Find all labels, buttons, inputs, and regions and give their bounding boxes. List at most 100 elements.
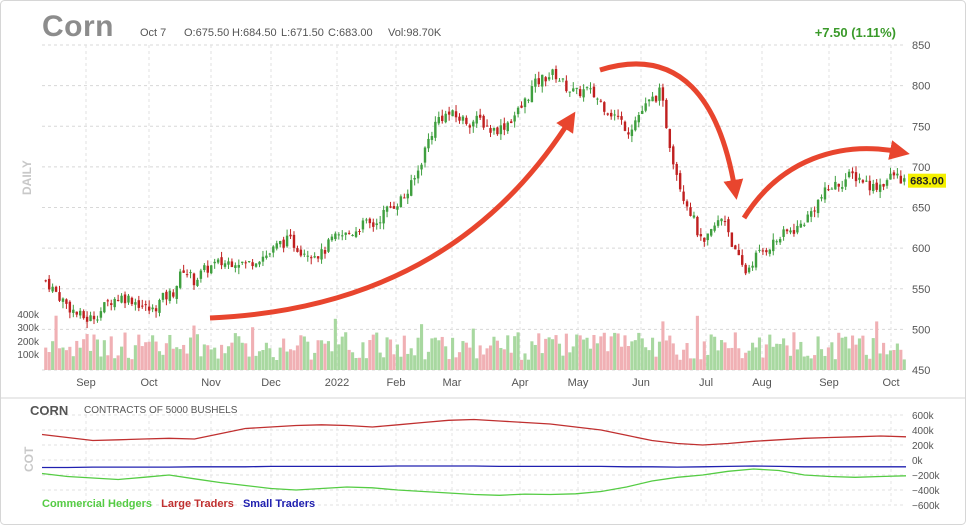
candle-body	[661, 87, 665, 101]
candle-body	[485, 125, 489, 127]
volume-tick-100k: 100k	[17, 350, 40, 361]
volume-bar	[802, 356, 806, 370]
volume-bar	[868, 358, 872, 370]
volume-bar	[144, 342, 148, 370]
volume-bar	[454, 357, 458, 370]
volume-bar	[371, 334, 375, 370]
volume-bar	[519, 359, 524, 370]
candle-body	[313, 256, 316, 258]
price-tick-850: 850	[912, 40, 930, 52]
volume-bar	[564, 333, 568, 370]
volume-bar	[254, 355, 258, 370]
candle-body	[58, 292, 61, 301]
volume-bar	[747, 350, 751, 370]
volume-bar	[402, 335, 406, 370]
candle-body	[630, 129, 634, 137]
volume-bar	[392, 354, 396, 370]
volume-bar	[430, 338, 434, 370]
volume-bar	[313, 352, 317, 370]
time-tick-1: Oct	[140, 377, 157, 389]
volume-bar	[882, 342, 886, 370]
candle-body	[834, 181, 837, 190]
cot-tick-2: 200k	[912, 441, 935, 452]
volume-bar	[785, 345, 789, 370]
volume-bar	[126, 357, 131, 370]
volume-bar	[582, 339, 586, 370]
candle-body	[720, 218, 723, 222]
volume-bar	[568, 352, 572, 370]
time-tick-0: Sep	[76, 377, 96, 389]
candle-body	[547, 77, 551, 80]
volume-bar	[875, 321, 879, 370]
candle-body	[82, 311, 85, 319]
candle-body	[196, 279, 199, 286]
candle-body	[806, 214, 809, 223]
volume-bar	[619, 346, 624, 370]
volume-bar	[361, 342, 365, 370]
candle-body	[147, 306, 151, 311]
candle-body	[703, 237, 706, 242]
price-tick-750: 750	[912, 121, 930, 133]
candle-body	[213, 261, 216, 264]
candle-body	[554, 69, 558, 80]
volume-bar	[233, 333, 237, 370]
candle-body	[889, 173, 892, 180]
volume-bar	[178, 349, 182, 370]
arrow-recovery	[741, 140, 910, 220]
candle-body	[399, 196, 403, 208]
candle-body	[423, 147, 427, 163]
volume-bar	[413, 355, 417, 370]
candle-body	[616, 115, 620, 117]
volume-bars	[44, 315, 906, 370]
volume-bar	[82, 339, 86, 370]
volume-bar	[595, 343, 599, 370]
volume-bar	[220, 344, 224, 370]
candle-body	[337, 234, 341, 236]
candle-body	[368, 218, 372, 224]
candle-body	[737, 249, 740, 256]
volume-bar	[516, 332, 520, 370]
candle-body	[430, 136, 434, 140]
candle-body	[747, 267, 751, 273]
candle-body	[813, 210, 816, 212]
candle-body	[613, 114, 616, 116]
candle-body	[47, 278, 51, 290]
volume-bar	[406, 353, 410, 370]
cot-axis: 600k 400k 200k 0k −200k −400k −600k	[912, 411, 941, 512]
cot-series-2	[42, 465, 906, 469]
candle-body	[492, 127, 496, 131]
candle-body	[651, 96, 654, 102]
volume-bar	[530, 341, 534, 370]
volume-bar	[513, 336, 517, 370]
time-tick-5: Feb	[387, 377, 406, 389]
volume-bar	[451, 337, 455, 370]
candle-body	[230, 261, 234, 268]
volume-bar	[344, 332, 348, 370]
candle-body	[482, 115, 485, 128]
candle-body	[354, 231, 358, 237]
volume-bar	[744, 352, 748, 370]
candle-body	[451, 110, 454, 117]
candle-body	[572, 88, 575, 92]
volume-bar	[468, 347, 472, 370]
volume-bar	[382, 357, 386, 370]
volume-bar	[471, 328, 475, 370]
volume-bar	[164, 343, 168, 370]
candle-body	[489, 128, 492, 133]
volume-bar	[347, 349, 351, 370]
candle-body	[461, 116, 465, 121]
volume-bar	[457, 352, 462, 370]
candle-body	[372, 222, 375, 227]
candle-body	[558, 80, 561, 82]
candle-body	[123, 294, 127, 304]
candle-body	[144, 304, 147, 306]
candle-body	[775, 241, 778, 243]
candle-body	[110, 303, 113, 305]
candle-body	[823, 187, 827, 200]
volume-bar	[106, 355, 110, 370]
volume-bar	[833, 359, 837, 370]
volume-tick-200k: 200k	[17, 337, 40, 348]
volume-bar	[395, 344, 399, 370]
candle-body	[406, 193, 409, 199]
cot-legend: Commercial Hedgers Large Traders Small T…	[42, 498, 321, 510]
